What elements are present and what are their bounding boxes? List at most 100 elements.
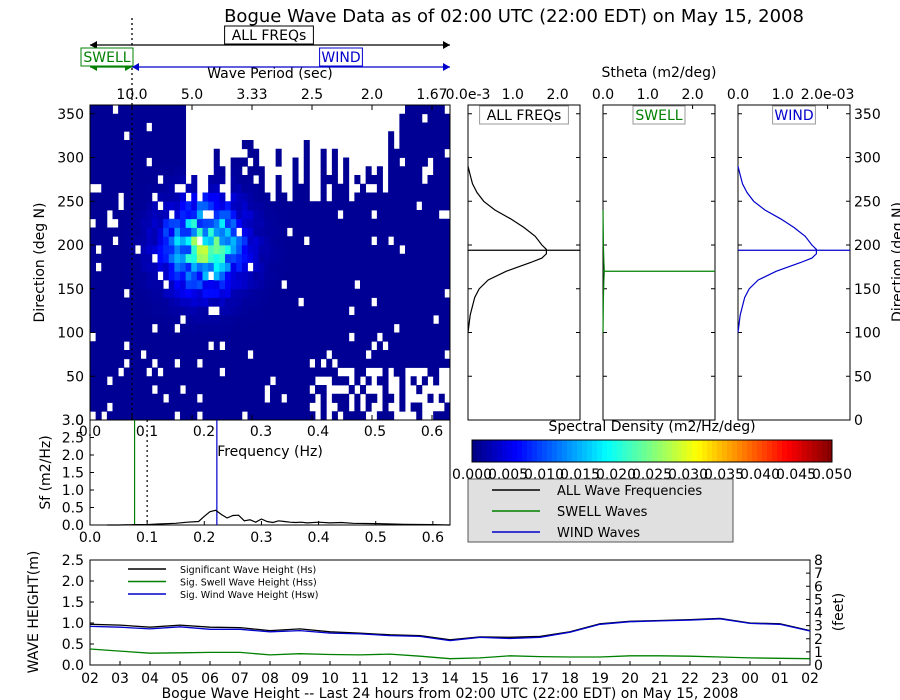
colorbar-swatch [747, 440, 753, 462]
heatmap-cell [303, 192, 310, 202]
heatmap-cell [410, 183, 417, 193]
heatmap-cell [365, 201, 372, 211]
heatmap-cell [416, 358, 423, 368]
heatmap-cell [253, 280, 260, 290]
heatmap-cell [371, 315, 378, 325]
heatmap-cell [343, 245, 350, 255]
heatmap-cell [298, 367, 305, 377]
heatmap-cell [123, 253, 130, 263]
heatmap-cell [365, 218, 372, 228]
colorbar-swatch [807, 440, 813, 462]
heatmap-cell [95, 341, 102, 351]
heatmap-cell [303, 393, 310, 403]
heatmap-cell [331, 341, 338, 351]
heatmap-cell [129, 227, 136, 237]
heatmap-cell [219, 315, 226, 325]
heatmap-cell [146, 358, 153, 368]
heatmap-cell [421, 323, 428, 333]
heatmap-cell [151, 157, 158, 167]
colorbar-swatch [677, 440, 683, 462]
colorbar-swatch [672, 440, 678, 462]
colorbar-swatch [792, 440, 798, 462]
heatmap-cell [157, 140, 164, 150]
heatmap-cell [146, 218, 153, 228]
heatmap-cell [191, 253, 198, 263]
heatmap-cell [146, 227, 153, 237]
heatmap-cell [427, 122, 434, 132]
heatmap-cell [191, 393, 198, 403]
heatmap-cell [106, 358, 113, 368]
heatmap-cell [112, 402, 119, 412]
heatmap-cell [376, 175, 383, 185]
heatmap-cell [247, 376, 254, 386]
heatmap-cell [427, 175, 434, 185]
heatmap-cell [303, 306, 310, 316]
heatmap-cell [438, 113, 445, 123]
heatmap-cell [388, 315, 395, 325]
heatmap-cell [230, 262, 237, 272]
heatmap-cell [163, 157, 170, 167]
heatmap-cell [292, 323, 299, 333]
history-right-tick-label: 1 [814, 645, 823, 661]
heatmap-cell [388, 297, 395, 307]
heatmap-cell [213, 402, 220, 412]
heatmap-cell [258, 236, 265, 246]
heatmap-cell [90, 105, 97, 115]
heatmap-cell [382, 210, 389, 220]
heatmap-cell [168, 315, 175, 325]
heatmap-cell [326, 227, 333, 237]
heatmap-cell [427, 297, 434, 307]
heatmap-cell [281, 385, 288, 395]
heatmap-cell [315, 323, 322, 333]
heatmap-cell [258, 183, 265, 193]
heatmap-cell [219, 201, 226, 211]
heatmap-cell [174, 148, 181, 158]
heatmap-cell [219, 332, 226, 342]
heatmap-cell [213, 315, 220, 325]
colorbar-swatch [582, 440, 588, 462]
heatmap-cell [405, 148, 412, 158]
heatmap-cell [399, 262, 406, 272]
heatmap-cell [241, 323, 248, 333]
heatmap-cell [90, 148, 97, 158]
heatmap-cell [157, 350, 164, 360]
heatmap-cell [180, 271, 187, 281]
heatmap-cell [174, 113, 181, 123]
heatmap-cell [129, 201, 136, 211]
heatmap-cell [405, 323, 412, 333]
heatmap-cell [427, 280, 434, 290]
heatmap-cell [118, 332, 125, 342]
heatmap-cell [315, 306, 322, 316]
heatmap-cell [444, 253, 451, 263]
heatmap-cell [444, 131, 451, 141]
heatmap-cell [309, 288, 316, 298]
colorbar-swatch [502, 440, 508, 462]
heatmap-cell [140, 113, 147, 123]
heatmap-cell [196, 271, 203, 281]
heatmap-cell [388, 210, 395, 220]
heatmap-cell [196, 253, 203, 263]
heatmap-cell [168, 183, 175, 193]
heatmap-cell [112, 192, 119, 202]
heatmap-cell [95, 358, 102, 368]
heatmap-cell [286, 271, 293, 281]
heatmap-cell [112, 262, 119, 272]
heatmap-cell [433, 148, 440, 158]
heatmap-cell [309, 280, 316, 290]
heatmap-cell [135, 148, 142, 158]
heatmap-cell [180, 358, 187, 368]
heatmap-cell [208, 175, 215, 185]
heatmap-cell [343, 358, 350, 368]
heatmap-cell [405, 297, 412, 307]
heatmap-cell [337, 183, 344, 193]
heatmap-cell [101, 280, 108, 290]
heatmap-cell [399, 166, 406, 176]
heatmap-cell [303, 271, 310, 281]
heatmap-cell [90, 367, 97, 377]
heatmap-cell [157, 306, 164, 316]
heatmap-cell [376, 306, 383, 316]
heatmap-cell [101, 236, 108, 246]
heatmap-cell [421, 140, 428, 150]
heatmap-cell [118, 218, 125, 228]
heatmap-cell [101, 350, 108, 360]
